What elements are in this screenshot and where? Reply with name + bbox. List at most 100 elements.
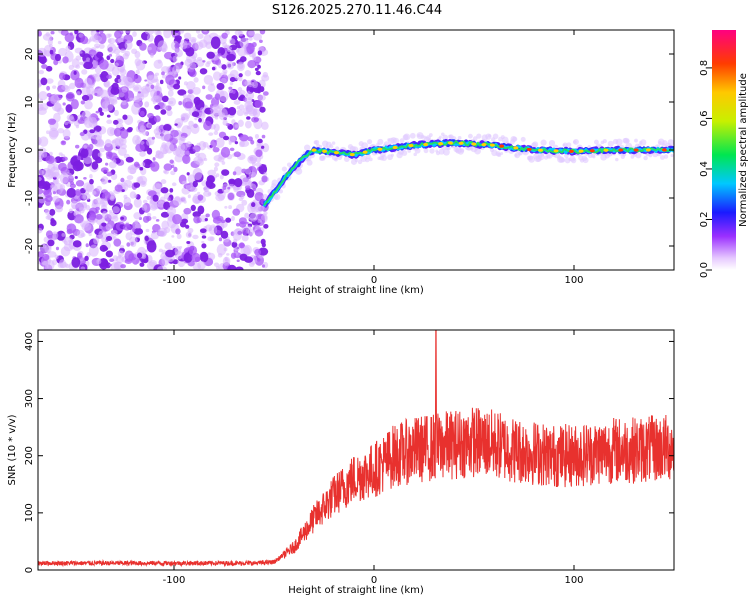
noise-blob	[98, 107, 103, 113]
noise-blob	[238, 104, 245, 111]
noise-blob	[124, 258, 133, 264]
noise-blob	[210, 36, 221, 49]
noise-blob	[257, 138, 263, 144]
noise-blob	[161, 71, 165, 76]
noise-blob	[115, 53, 121, 59]
noise-blob	[81, 69, 88, 75]
noise-blob	[187, 88, 194, 95]
noise-blob	[192, 234, 199, 240]
trace-peak	[489, 143, 495, 147]
trace-peak	[471, 142, 477, 146]
trace-halo	[322, 156, 326, 160]
noise-blob	[216, 244, 227, 256]
noise-blob	[122, 75, 129, 83]
noise-blob	[261, 264, 266, 268]
snr-frame	[37, 329, 675, 571]
noise-blob	[199, 107, 206, 112]
noise-blob	[38, 176, 42, 182]
noise-blob	[114, 30, 122, 39]
noise-blob	[254, 67, 259, 71]
noise-blob	[63, 236, 73, 246]
noise-blob	[226, 53, 236, 62]
noise-blob	[180, 149, 186, 156]
spectrogram-ytick-label: -10	[24, 190, 35, 206]
trace-halo	[487, 134, 492, 138]
noise-blob	[239, 56, 247, 63]
noise-blob	[38, 151, 44, 160]
noise-blob	[139, 110, 145, 117]
noise-blob	[119, 245, 125, 249]
noise-blob	[46, 249, 50, 254]
noise-blob	[186, 125, 192, 130]
noise-blob	[172, 147, 182, 156]
noise-blob	[92, 190, 96, 194]
noise-blob	[46, 85, 51, 91]
noise-blob	[46, 130, 50, 135]
noise-blob	[228, 86, 233, 90]
noise-blob	[114, 136, 124, 148]
noise-blob	[39, 98, 43, 102]
noise-blob	[186, 240, 191, 244]
noise-blob	[160, 109, 167, 115]
noise-blob	[62, 102, 66, 106]
trace-peak	[438, 142, 444, 146]
noise-blob	[68, 82, 76, 90]
noise-blob	[66, 187, 77, 198]
noise-blob	[108, 53, 113, 57]
noise-blob	[234, 141, 239, 145]
noise-blob	[183, 207, 192, 215]
noise-blob	[166, 206, 177, 216]
noise-blob	[146, 122, 153, 129]
noise-blob	[174, 49, 183, 58]
trace-halo	[500, 151, 504, 156]
noise-blob	[46, 259, 55, 270]
noise-blob	[206, 51, 215, 59]
noise-blob	[245, 98, 253, 104]
noise-blob	[218, 237, 223, 242]
noise-blob	[249, 212, 258, 222]
noise-blob	[210, 139, 217, 148]
noise-blob	[223, 71, 227, 76]
noise-blob	[150, 84, 155, 89]
trace-halo	[380, 154, 388, 162]
noise-blob	[155, 183, 163, 189]
noise-blob	[187, 94, 192, 99]
noise-blob	[136, 252, 143, 259]
noise-blob	[133, 182, 141, 188]
noise-blob	[53, 59, 59, 66]
noise-blob	[146, 147, 153, 155]
noise-blob	[188, 62, 197, 70]
noise-blob	[52, 191, 56, 195]
trace-halo	[540, 153, 545, 157]
noise-blob	[204, 217, 208, 222]
noise-blob	[192, 167, 203, 181]
trace-halo	[414, 147, 421, 154]
trace-peak	[481, 142, 487, 147]
noise-blob	[202, 60, 206, 63]
noise-blob	[196, 56, 203, 62]
noise-blob	[141, 204, 148, 211]
noise-blob	[66, 114, 74, 121]
noise-blob	[45, 65, 53, 72]
noise-blob	[254, 133, 259, 139]
noise-blob	[193, 77, 199, 83]
noise-blob	[55, 246, 60, 251]
trace-halo	[546, 152, 553, 159]
noise-blob	[132, 31, 137, 37]
noise-blob	[152, 100, 156, 105]
trace-halo	[592, 155, 596, 159]
noise-blob	[254, 229, 264, 237]
noise-blob	[157, 40, 168, 51]
noise-blob	[246, 225, 252, 230]
noise-blob	[160, 211, 170, 218]
trace-halo	[639, 139, 647, 146]
noise-blob	[60, 30, 69, 36]
noise-blob	[62, 56, 69, 64]
noise-blob	[255, 149, 263, 158]
noise-blob	[81, 94, 90, 102]
noise-blob	[238, 62, 244, 69]
trace-halo	[329, 144, 334, 149]
noise-blob	[109, 195, 115, 202]
noise-blob	[182, 154, 191, 165]
noise-blob	[118, 254, 122, 259]
